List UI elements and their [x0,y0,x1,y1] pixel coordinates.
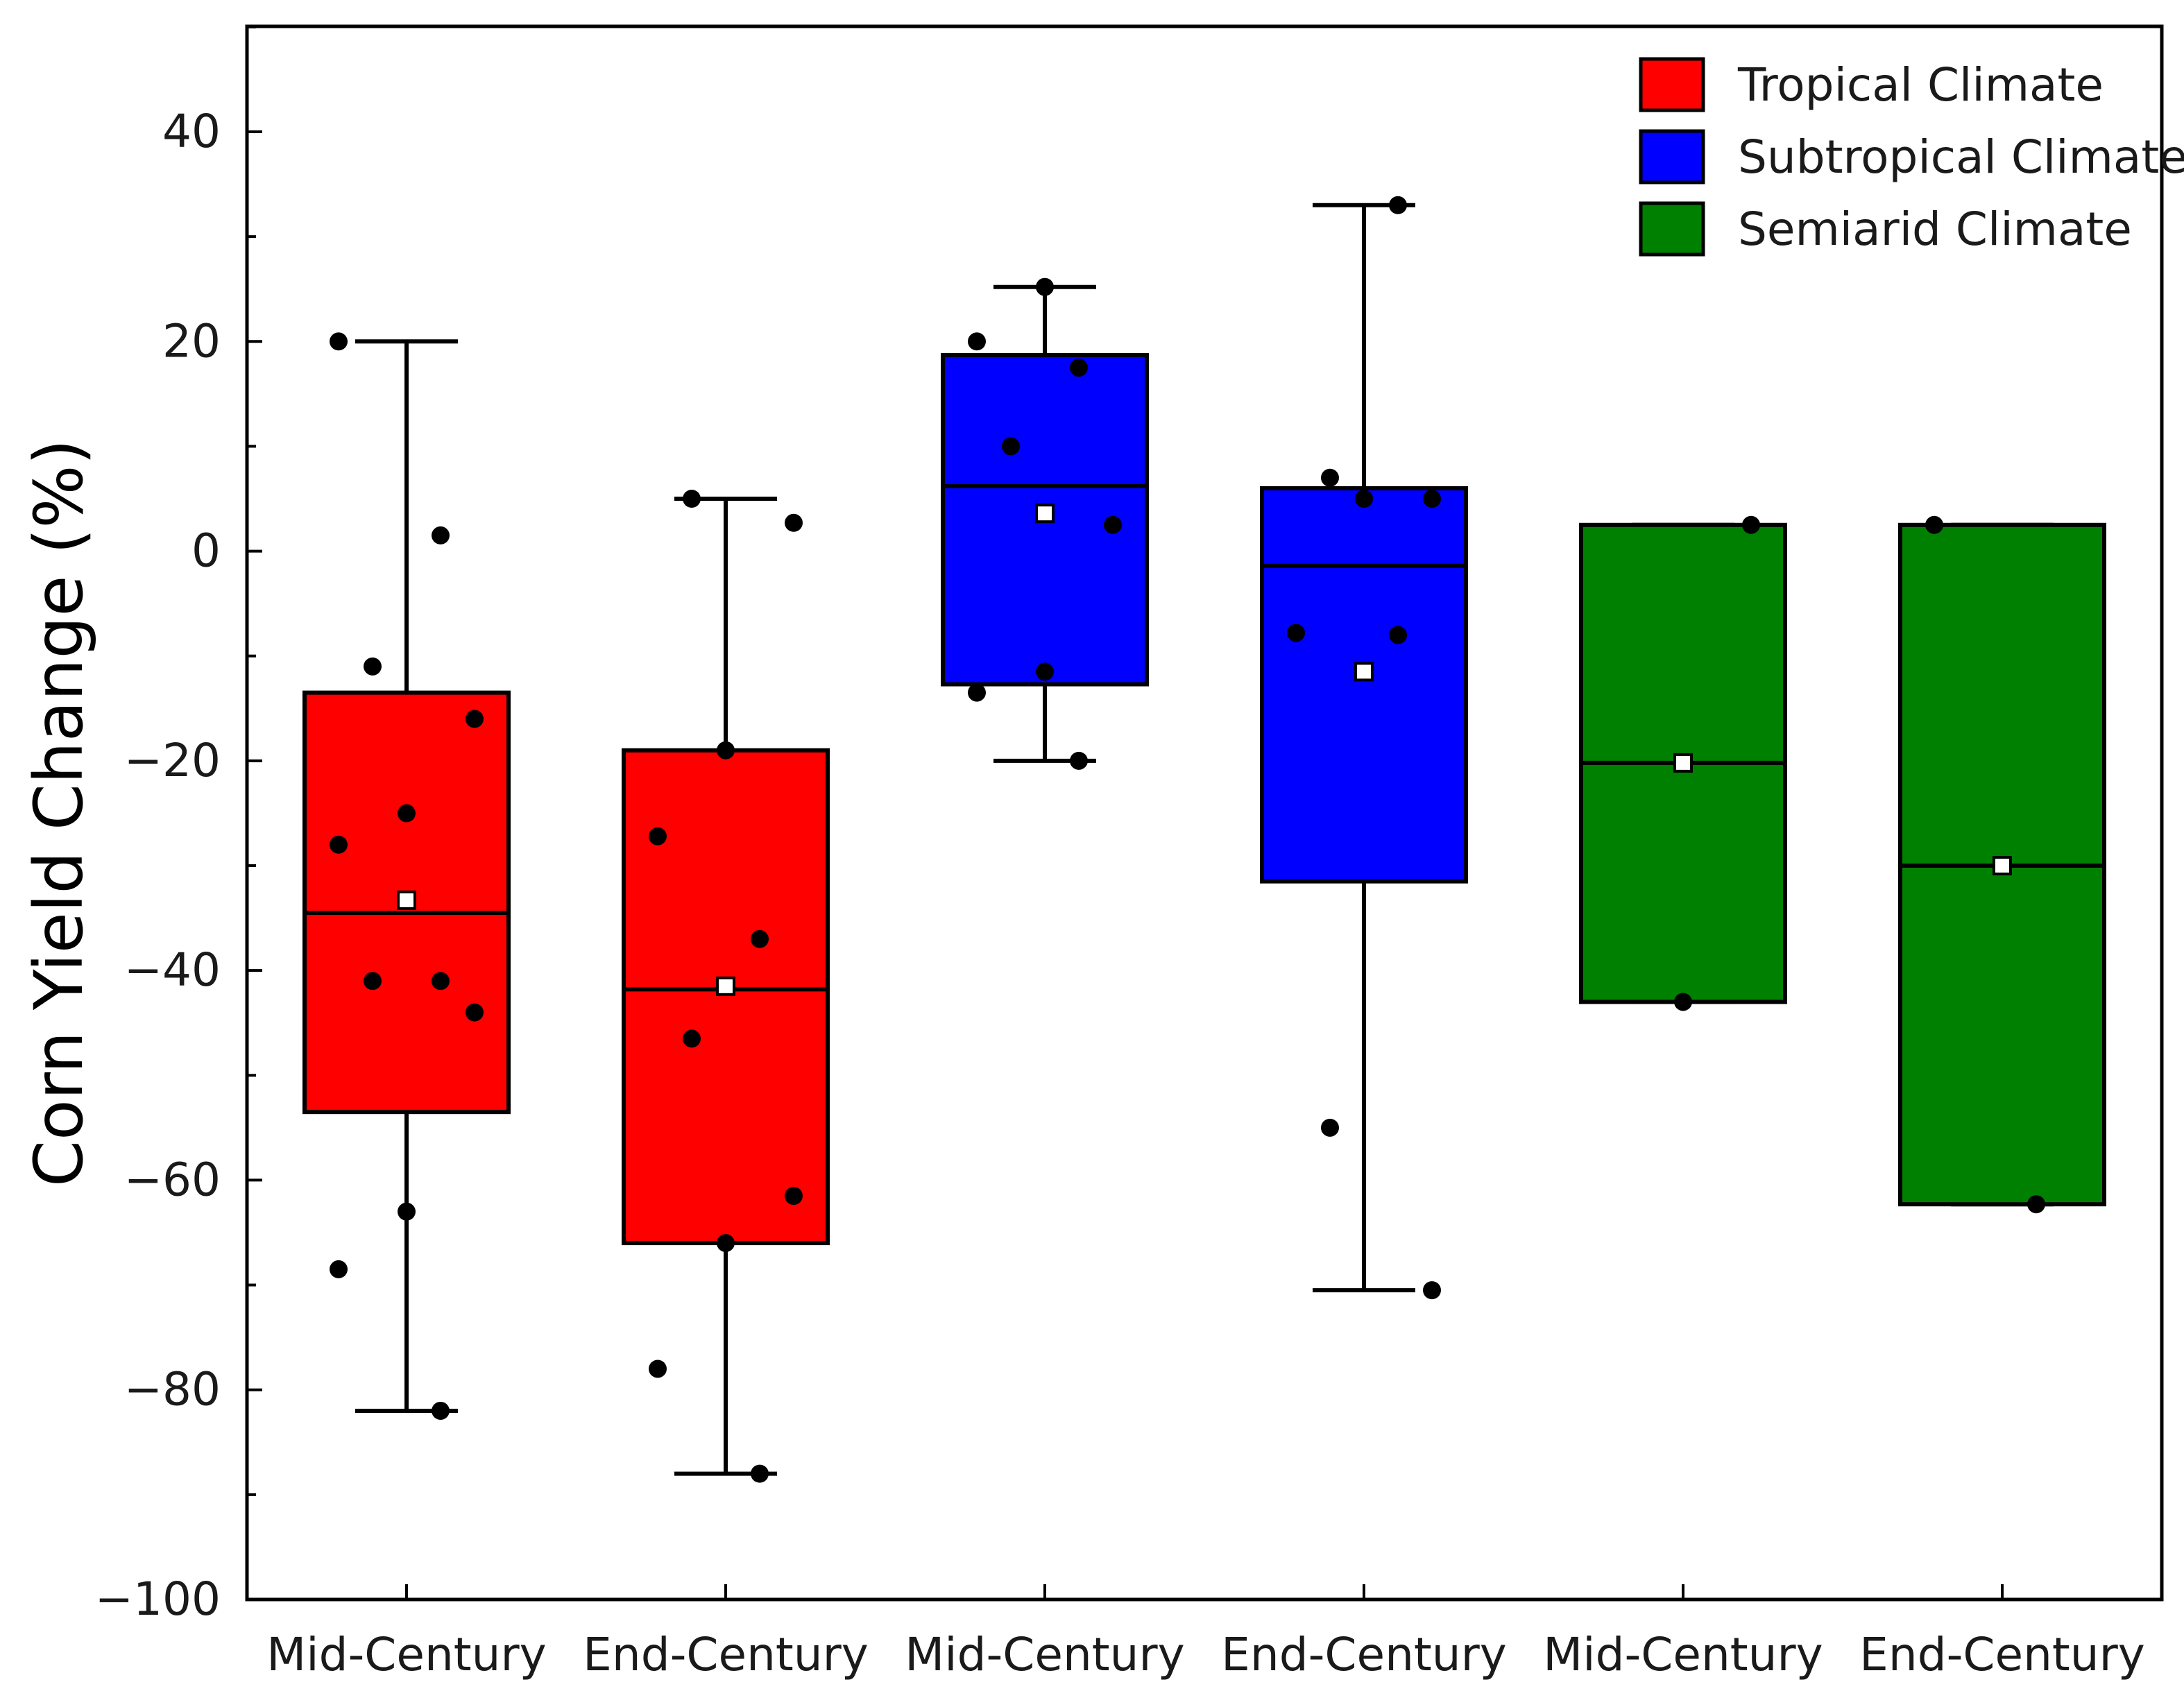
y-axis: −100 −80 −60 −40 −20 0 20 40 [95,25,262,1626]
data-point [1423,1281,1441,1300]
box-iqr [1260,486,1468,884]
x-tick-label: End-Century [1221,1628,1507,1681]
data-point [466,1003,484,1022]
data-point [785,513,803,532]
data-point [432,1401,450,1420]
box-group [1260,196,1468,1300]
data-point [1355,490,1373,508]
x-axis: Mid-Century End-Century Mid-Century End-Cen… [266,1584,2145,1681]
data-point [968,683,986,702]
data-point [1742,515,1760,534]
data-point [1925,515,1943,534]
x-tick-label: Mid-Century [266,1628,546,1681]
data-point [751,1464,769,1483]
data-point [968,332,986,351]
data-point [1321,468,1339,487]
data-point [330,332,348,351]
mean-marker [1035,504,1055,524]
mean-marker [716,976,735,996]
data-point [683,1029,701,1048]
data-point [649,1359,667,1378]
data-point [1036,662,1054,681]
data-point [364,657,382,676]
data-point [1389,196,1407,214]
x-tick-label: Mid-Century [905,1628,1184,1681]
box-group [1579,515,1787,1011]
legend-label: Subtropical Climate [1738,130,2184,184]
data-point [1104,515,1122,534]
data-point [364,972,382,990]
box-group [1898,515,2106,1214]
x-tick-label: End-Century [583,1628,869,1681]
legend: Tropical Climate Subtropical Climate Semia… [1639,57,2184,257]
y-tick-label: 20 [162,314,221,368]
legend-swatch [1639,129,1705,185]
data-point [649,827,667,846]
y-tick-label: −20 [124,734,221,787]
data-point [751,929,769,948]
data-point [398,804,416,823]
data-point [2027,1195,2045,1214]
plot-area [302,196,2106,1483]
plot-frame [245,24,2164,1602]
mean-marker [1673,753,1693,773]
data-point [398,1202,416,1221]
data-point [785,1187,803,1206]
data-point [330,1260,348,1278]
mean-marker [1993,856,2012,875]
x-tick-label: Mid-Century [1543,1628,1823,1681]
data-point [717,1234,735,1253]
data-point [1674,993,1692,1011]
data-point [432,526,450,544]
y-tick-label: −100 [95,1572,221,1626]
data-point [1036,277,1054,296]
data-point [1002,437,1020,456]
box-group [302,332,511,1420]
data-point [1389,626,1407,644]
x-tick-label: End-Century [1859,1628,2145,1681]
y-axis-title: Corn Yield Change (%) [20,439,98,1187]
mean-marker [397,890,416,910]
data-point [1423,490,1441,508]
data-point [432,972,450,990]
y-tick-label: −80 [124,1363,221,1416]
legend-label: Tropical Climate [1737,58,2104,112]
data-point [717,741,735,760]
data-point [1287,624,1305,642]
y-tick-label: 40 [162,105,221,158]
data-point [1070,751,1088,770]
data-point [683,490,701,508]
data-point [330,835,348,854]
y-tick-label: 0 [191,524,221,578]
legend-label: Semiarid Climate [1738,203,2132,256]
data-point [466,710,484,728]
data-point [1070,359,1088,377]
y-tick-label: −40 [124,943,221,997]
box-iqr [622,748,830,1246]
box-group [622,490,830,1483]
mean-marker [1354,662,1374,682]
y-tick-label: −60 [124,1153,221,1206]
legend-swatch [1639,57,1705,112]
data-point [1321,1118,1339,1137]
legend-swatch [1639,201,1705,257]
box-group [941,277,1149,770]
